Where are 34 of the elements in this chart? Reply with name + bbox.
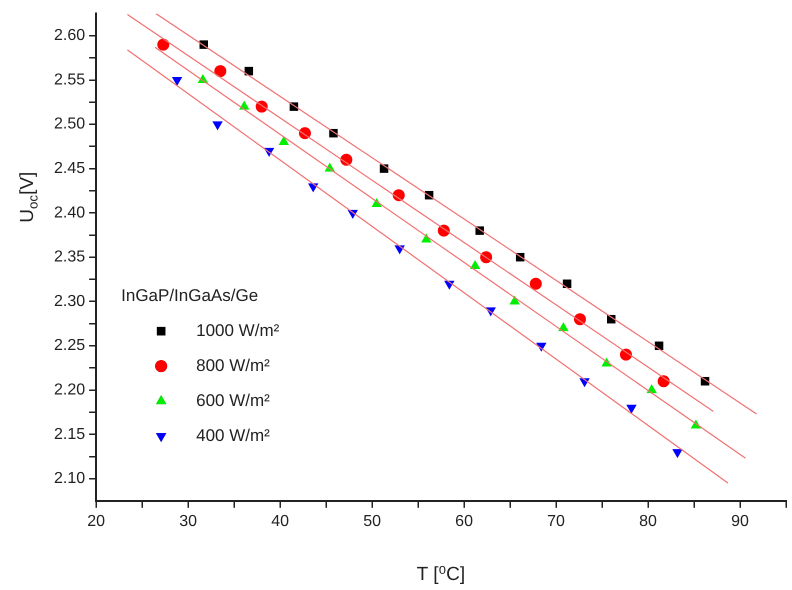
x-tick-label: 20	[87, 512, 106, 530]
point	[278, 136, 289, 146]
y-tick-label: 2.15	[54, 426, 86, 443]
x-axis-title: T [⁰C]	[416, 564, 466, 586]
y-tick-label: 2.50	[54, 116, 86, 133]
point	[626, 404, 637, 414]
legend-label: 400 W/m²	[196, 426, 270, 445]
legend-label: 600 W/m²	[196, 390, 270, 410]
y-axis-title: Uoc[V]	[17, 172, 40, 223]
y-tick-label: 2.45	[54, 160, 86, 178]
y-tick-label: 2.10	[54, 470, 86, 488]
x-tick-label: 90	[731, 512, 750, 530]
legend-label: 800 W/m²	[196, 356, 270, 375]
legend-label: 1000 W/m²	[196, 320, 280, 340]
x-tick-label: 60	[455, 512, 474, 530]
point	[157, 38, 170, 51]
point	[562, 280, 572, 288]
point	[672, 449, 683, 458]
y-tick-label: 2.25	[54, 337, 86, 354]
x-tick-label: 30	[179, 512, 198, 530]
x-tick-label: 70	[547, 512, 566, 530]
x-tick-label: 40	[271, 512, 290, 530]
y-tick-label: 2.40	[54, 204, 86, 222]
x-tick-label: 50	[363, 512, 382, 530]
y-tick-label: 2.20	[54, 381, 86, 398]
y-tick-label: 2.35	[54, 248, 86, 266]
point	[530, 278, 542, 290]
y-tick-label: 2.55	[54, 71, 86, 88]
point	[244, 66, 254, 76]
point	[214, 65, 226, 78]
x-tick-label: 80	[639, 512, 658, 530]
y-tick-label: 2.60	[54, 27, 86, 44]
y-tick-label: 2.30	[54, 292, 86, 310]
legend-title: InGaP/InGaAs/Ge	[121, 286, 258, 305]
